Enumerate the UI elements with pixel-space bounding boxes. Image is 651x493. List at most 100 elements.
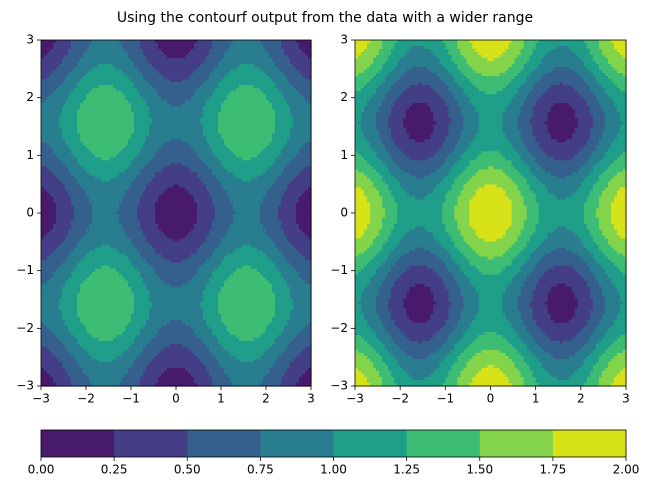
contour-cell: [113, 97, 117, 101]
contour-cell: [164, 166, 168, 170]
contour-cell: [212, 169, 216, 173]
contour-cell: [263, 82, 267, 86]
contour-cell: [197, 124, 201, 128]
contour-cell: [269, 160, 273, 164]
contour-cell: [185, 106, 189, 110]
contour-cell: [47, 91, 51, 95]
contour-cell: [260, 112, 264, 116]
contour-cell: [41, 154, 45, 158]
contour-cell: [83, 82, 87, 86]
contour-cell: [50, 88, 54, 92]
contour-cell: [215, 88, 219, 92]
contour-cell: [305, 175, 309, 179]
contour-cell: [98, 124, 102, 128]
contour-cell: [203, 82, 207, 86]
contour-cell: [170, 142, 174, 146]
contour-cell: [155, 82, 159, 86]
contour-cell: [224, 79, 228, 83]
contour-cell: [155, 127, 159, 131]
contour-cell: [95, 64, 99, 68]
contour-cell: [155, 43, 159, 47]
contour-cell: [134, 109, 138, 113]
contour-cell: [257, 175, 261, 179]
contour-cell: [290, 169, 294, 173]
contour-cell: [155, 130, 159, 134]
contour-cell: [296, 103, 300, 107]
contour-cell: [89, 91, 93, 95]
contour-cell: [59, 88, 63, 92]
contour-cell: [308, 79, 312, 83]
contour-cell: [221, 127, 225, 131]
contour-cell: [116, 82, 120, 86]
contour-cell: [71, 100, 75, 104]
contour-cell: [188, 52, 192, 56]
contour-cell: [77, 100, 81, 104]
contour-cell: [221, 139, 225, 143]
contour-cell: [173, 127, 177, 131]
contour-cell: [215, 82, 219, 86]
contour-cell: [71, 130, 75, 134]
contour-cell: [236, 169, 240, 173]
contour-cell: [305, 133, 309, 137]
contour-cell: [131, 79, 135, 83]
contour-cell: [41, 169, 45, 173]
contour-cell: [299, 133, 303, 137]
contour-cell: [122, 46, 126, 50]
contour-cell: [71, 112, 75, 116]
contour-cell: [125, 79, 129, 83]
contour-cell: [152, 46, 156, 50]
contour-cell: [191, 73, 195, 77]
contour-cell: [260, 79, 264, 83]
contour-cell: [269, 97, 273, 101]
contour-cell: [164, 106, 168, 110]
contour-cell: [296, 91, 300, 95]
contour-cell: [251, 40, 255, 44]
contour-cell: [206, 121, 210, 125]
contour-cell: [227, 49, 231, 53]
contour-cell: [80, 52, 84, 56]
contour-cell: [104, 94, 108, 98]
contour-cell: [248, 145, 252, 149]
contour-cell: [101, 142, 105, 146]
contour-cell: [209, 58, 213, 62]
contour-cell: [242, 112, 246, 116]
contour-cell: [302, 157, 306, 161]
contour-cell: [83, 145, 87, 149]
contour-cell: [227, 88, 231, 92]
contour-cell: [53, 76, 57, 80]
contour-cell: [287, 166, 291, 170]
contour-cell: [125, 109, 129, 113]
contour-cell: [203, 46, 207, 50]
contour-cell: [143, 58, 147, 62]
contour-cell: [290, 67, 294, 71]
contour-cell: [278, 112, 282, 116]
contour-cell: [182, 55, 186, 59]
contour-cell: [296, 115, 300, 119]
contour-cell: [131, 70, 135, 74]
contour-cell: [194, 49, 198, 53]
contour-cell: [176, 163, 180, 167]
contour-cell: [80, 91, 84, 95]
contour-cell: [89, 133, 93, 137]
contour-cell: [281, 49, 285, 53]
contour-cell: [53, 61, 57, 65]
contour-cell: [41, 79, 45, 83]
contour-cell: [287, 76, 291, 80]
contour-cell: [155, 148, 159, 152]
contour-cell: [167, 94, 171, 98]
contour-cell: [236, 55, 240, 59]
contour-cell: [293, 175, 297, 179]
contour-cell: [218, 109, 222, 113]
contour-cell: [245, 58, 249, 62]
contour-cell: [284, 121, 288, 125]
contour-cell: [302, 145, 306, 149]
contour-cell: [197, 127, 201, 131]
contour-cell: [299, 163, 303, 167]
contour-cell: [233, 100, 237, 104]
contour-cell: [77, 49, 81, 53]
contour-cell: [119, 121, 123, 125]
contour-cell: [56, 139, 60, 143]
contour-cell: [41, 163, 45, 167]
contour-cell: [203, 133, 207, 137]
contour-cell: [305, 148, 309, 152]
